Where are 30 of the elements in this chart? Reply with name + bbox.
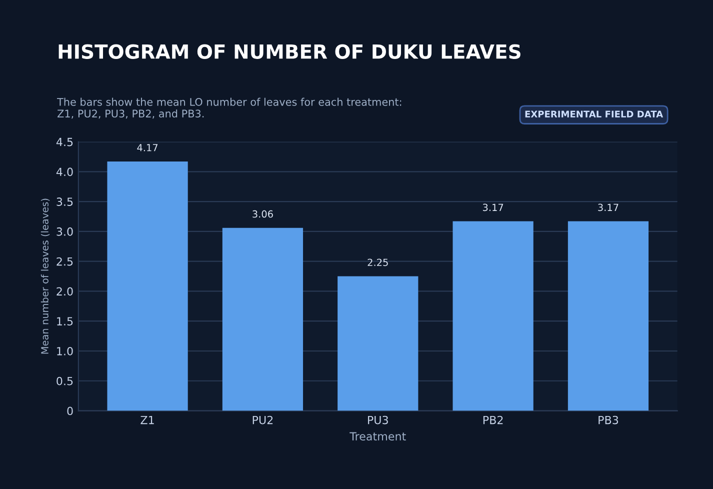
data-label: 2.25: [368, 258, 388, 266]
y-tick-label: 3.5: [56, 198, 73, 206]
bar: [452, 221, 534, 411]
x-tick-label: PU3: [368, 416, 388, 424]
bar: [107, 162, 188, 411]
x-tick-label: PU2: [252, 416, 273, 424]
y-axis-title: Mean number of leaves (leaves): [40, 198, 50, 354]
x-tick-label: Z1: [140, 416, 154, 424]
y-tick-label: 2.0: [56, 287, 73, 296]
y-tick-label: 1.5: [57, 317, 73, 326]
y-tick-label: 1.0: [57, 346, 73, 356]
y-tick-label: 2.5: [56, 257, 73, 266]
data-label: 3.17: [482, 204, 504, 212]
data-label: 3.06: [252, 210, 273, 218]
x-tick-label: PB3: [598, 416, 618, 424]
bar: [568, 221, 649, 411]
text: EXPERIMENTAL FIELD DATA: [525, 110, 664, 118]
x-tick-label: PB2: [483, 416, 503, 424]
chart-subtitle: The bars show the mean LO number of leaves for each treatment: Z1, PU2, PU3, PB2, and PB3.: [57, 98, 402, 119]
y-tick-label: 3.0: [56, 227, 73, 236]
x-axis-title: Treatment: [350, 432, 406, 441]
y-tick-label: 0: [67, 406, 73, 416]
y-tick-label: 4.5: [56, 138, 73, 146]
chart-title: HISTOGRAM OF NUMBER OF DUKU LEAVES: [58, 44, 520, 59]
data-label: 4.17: [137, 144, 158, 152]
y-tick-label: 4.0: [56, 168, 73, 176]
y-tick-label: 0.5: [56, 376, 73, 386]
bar: [338, 276, 418, 411]
data-label: 3.17: [598, 204, 618, 212]
bar: [222, 228, 304, 411]
